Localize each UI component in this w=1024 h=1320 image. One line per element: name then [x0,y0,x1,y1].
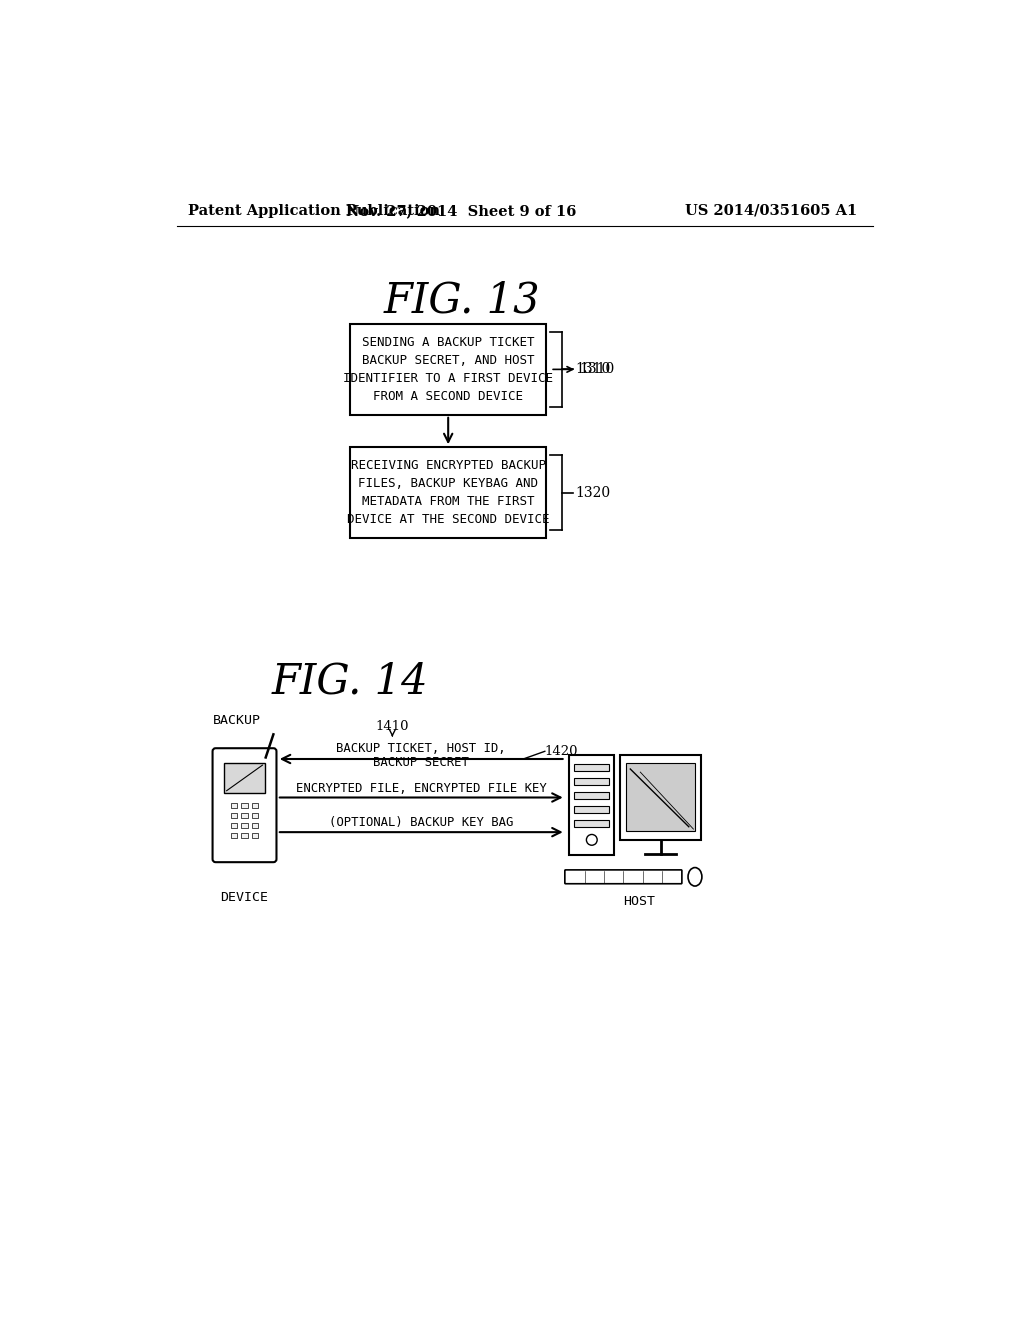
Bar [574,807,609,813]
Bar [242,824,248,829]
Bar [230,833,237,838]
Text: DEVICE: DEVICE [220,891,268,904]
Bar [574,779,609,785]
Text: 1310: 1310 [580,363,614,376]
Text: FIG. 13: FIG. 13 [383,280,540,322]
Bar [569,755,614,855]
Text: BACKUP SECRET: BACKUP SECRET [374,756,469,770]
Text: HOST: HOST [623,895,654,908]
Text: BACKUP TICKET, HOST ID,: BACKUP TICKET, HOST ID, [337,742,506,755]
Text: Nov. 27, 2014  Sheet 9 of 16: Nov. 27, 2014 Sheet 9 of 16 [346,203,577,218]
Text: 1310: 1310 [575,363,611,376]
Bar [242,803,248,808]
Bar [242,833,248,838]
Bar [242,813,248,818]
Text: RECEIVING ENCRYPTED BACKUP
FILES, BACKUP KEYBAG AND
METADATA FROM THE FIRST
DEVI: RECEIVING ENCRYPTED BACKUP FILES, BACKUP… [347,459,550,527]
Bar [627,763,695,830]
FancyBboxPatch shape [213,748,276,862]
Bar [574,764,609,771]
Bar [621,755,701,840]
Ellipse shape [688,867,701,886]
Bar [252,803,258,808]
Text: 1320: 1320 [575,486,610,499]
Text: (OPTIONAL) BACKUP KEY BAG: (OPTIONAL) BACKUP KEY BAG [329,816,513,829]
Bar [230,803,237,808]
Text: SENDING A BACKUP TICKET
BACKUP SECRET, AND HOST
IDENTIFIER TO A FIRST DEVICE
FRO: SENDING A BACKUP TICKET BACKUP SECRET, A… [343,335,553,403]
Text: ENCRYPTED FILE, ENCRYPTED FILE KEY: ENCRYPTED FILE, ENCRYPTED FILE KEY [296,781,547,795]
Bar [350,323,547,414]
Bar [230,813,237,818]
Bar [252,813,258,818]
Text: FIG. 14: FIG. 14 [271,661,428,704]
Text: BACKUP: BACKUP [213,714,261,727]
Bar [350,447,547,539]
FancyBboxPatch shape [565,870,682,884]
Bar [252,833,258,838]
Text: Patent Application Publication: Patent Application Publication [188,203,440,218]
Bar [574,820,609,826]
Bar [252,824,258,829]
Circle shape [587,834,597,845]
Text: US 2014/0351605 A1: US 2014/0351605 A1 [685,203,857,218]
Text: 1420: 1420 [545,744,579,758]
Text: 1410: 1410 [376,721,410,733]
Bar [230,824,237,829]
Bar [574,792,609,799]
Bar [224,763,265,793]
